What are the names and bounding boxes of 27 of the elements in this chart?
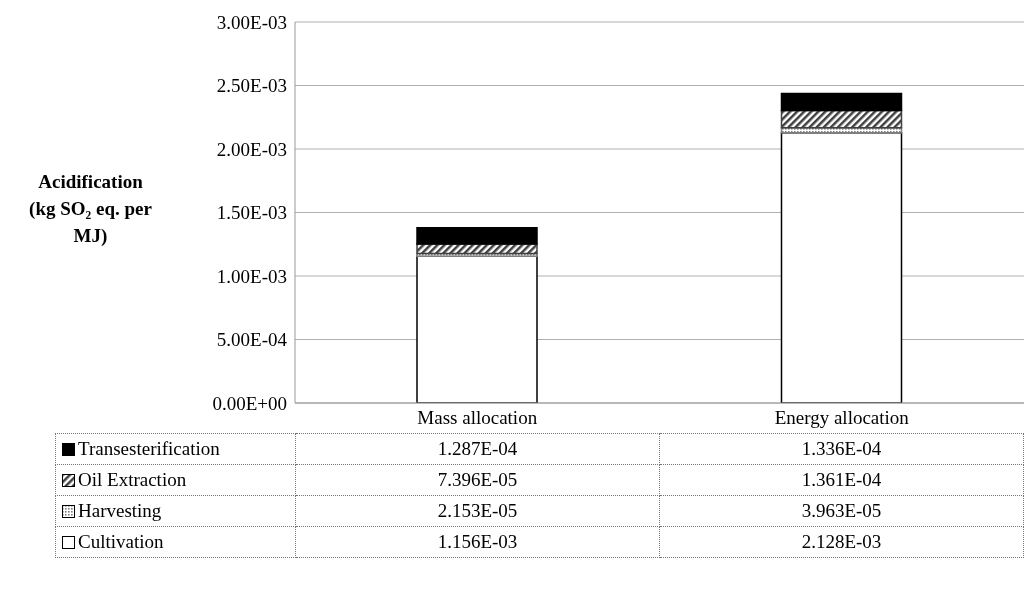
data-label: 1.287E-04 — [295, 433, 660, 465]
y-tick-label: 1.00E-03 — [216, 265, 287, 287]
data-label: 1.336E-04 — [659, 433, 1024, 465]
data-label: 1.156E-03 — [295, 526, 660, 558]
legend-label: Oil Extraction — [55, 464, 296, 496]
data-label: 1.361E-04 — [659, 464, 1024, 496]
y-tick-label: 1.50E-03 — [216, 202, 287, 224]
legend-label: Cultivation — [55, 526, 296, 558]
bar — [416, 255, 538, 403]
y-tick-label: 5.00E-04 — [216, 329, 288, 351]
bar — [780, 109, 903, 129]
bar — [780, 92, 903, 112]
x-tick-label: Mass allocation — [417, 407, 538, 429]
y-tick-label: 0.00E+00 — [212, 392, 287, 414]
y-axis-title: Acidification (kg SO₂ eq. per MJ) — [28, 170, 153, 248]
data-label: 2.128E-03 — [659, 526, 1024, 558]
y-tick-label: 2.50E-03 — [216, 75, 287, 97]
bar — [416, 226, 538, 245]
legend-label: Transesterification — [55, 433, 296, 465]
data-label: 3.963E-05 — [659, 495, 1024, 527]
y-tick-label: 2.00E-03 — [216, 138, 287, 160]
bar — [780, 131, 903, 403]
y-tick-label: 3.00E-03 — [216, 11, 287, 33]
legend-label: Harvesting — [55, 495, 296, 527]
data-label: 7.396E-05 — [295, 464, 660, 496]
x-tick-label: Energy allocation — [774, 407, 910, 429]
data-label: 2.153E-05 — [295, 495, 660, 527]
